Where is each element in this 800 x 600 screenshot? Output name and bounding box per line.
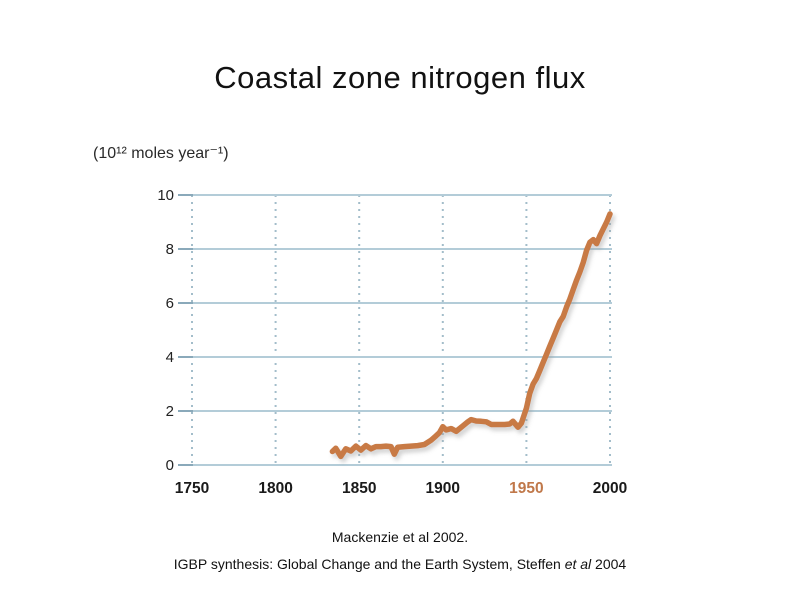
data-line [329,211,613,460]
y-tick-label: 6 [166,295,174,312]
y-tick-label: 10 [157,187,174,204]
y-tick-label: 2 [166,403,174,420]
y-axis-unit-label: (10¹² moles year⁻¹) [93,145,229,162]
x-tick-label: 1850 [342,480,376,497]
reference-caption: IGBP synthesis: Global Change and the Ea… [0,556,800,572]
reference-caption-prefix: IGBP synthesis: Global Change and the Ea… [173,556,565,572]
vertical-gridlines [191,195,611,465]
horizontal-gridlines [178,194,612,466]
x-axis-tick-labels: 1750 1800 1850 1900 1950 2000 [175,480,627,497]
x-tick-label: 1750 [175,480,209,497]
y-tick-label: 4 [166,349,174,366]
x-tick-label: 1900 [426,480,460,497]
y-tick-label: 0 [166,457,174,474]
data-series [329,211,613,460]
x-tick-label: 2000 [593,480,627,497]
x-tick-label: 1950 [509,480,543,497]
reference-caption-suffix: 2004 [591,556,627,572]
chart-title: Coastal zone nitrogen flux [214,60,586,95]
source-caption: Mackenzie et al 2002. [331,529,469,545]
y-tick-label: 8 [166,241,174,258]
y-axis-tick-labels: 0 2 4 6 8 10 [157,187,174,474]
x-tick-label: 1800 [258,480,292,497]
reference-caption-etal: et al [564,556,592,572]
